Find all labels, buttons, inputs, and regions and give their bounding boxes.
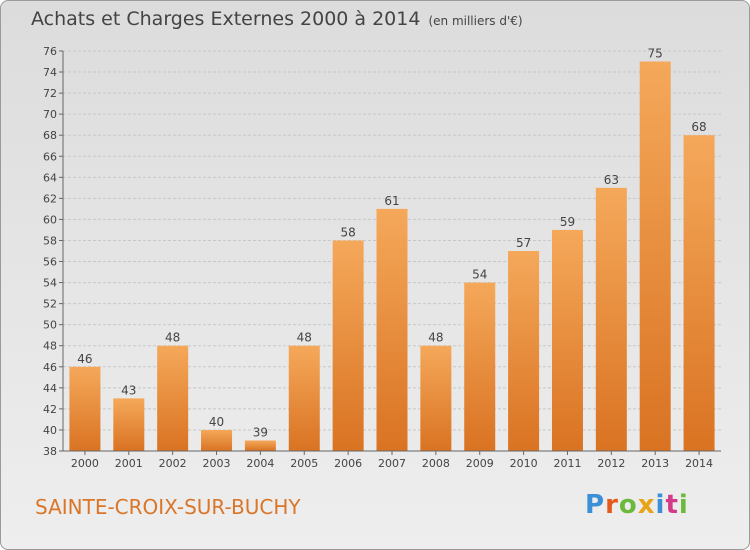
logo-letter: r xyxy=(605,490,619,520)
y-tick-label: 48 xyxy=(43,340,57,353)
bar xyxy=(551,229,583,451)
bar-value-label: 43 xyxy=(121,383,136,397)
x-tick-label: 2010 xyxy=(510,457,538,470)
logo-letter: o xyxy=(618,490,638,520)
bar xyxy=(157,345,189,451)
x-tick-label: 2009 xyxy=(466,457,494,470)
x-axis-ticks: 2000 2001 2002 2003 2004 2005 2006 2007 2008 2009… xyxy=(71,451,713,470)
y-tick-label: 66 xyxy=(43,150,57,163)
y-tick-label: 60 xyxy=(43,213,57,226)
bar-value-label: 48 xyxy=(428,331,443,345)
x-tick-label: 2001 xyxy=(115,457,143,470)
bar xyxy=(420,345,452,451)
bar xyxy=(201,429,233,451)
y-tick-label: 70 xyxy=(43,108,57,121)
bar-value-label: 61 xyxy=(384,194,399,208)
y-tick-label: 72 xyxy=(43,87,57,100)
y-tick-label: 56 xyxy=(43,256,57,269)
chart-title: Achats et Charges Externes 2000 à 2014 xyxy=(31,8,421,30)
y-axis-ticks: 38 40 42 44 46 48 50 52 54 56 58 60 62 64 66 68 70 72 74 76 xyxy=(43,45,63,458)
bar xyxy=(332,240,364,451)
bars xyxy=(69,61,715,452)
bar xyxy=(595,187,627,451)
x-tick-label: 2005 xyxy=(290,457,318,470)
y-tick-label: 64 xyxy=(43,171,57,184)
bar-value-label: 58 xyxy=(340,225,355,239)
bar-value-label: 75 xyxy=(648,47,663,61)
y-tick-label: 40 xyxy=(43,424,57,437)
x-tick-label: 2006 xyxy=(334,457,362,470)
y-tick-label: 42 xyxy=(43,403,57,416)
chart-title-line: Achats et Charges Externes 2000 à 2014 (e… xyxy=(31,8,523,30)
bar-value-label: 48 xyxy=(297,331,312,345)
x-tick-label: 2013 xyxy=(641,457,669,470)
y-tick-label: 52 xyxy=(43,298,57,311)
logo-letter: t xyxy=(665,490,679,520)
bar xyxy=(639,61,671,452)
commune-name: SAINTE-CROIX-SUR-BUCHY xyxy=(35,495,301,519)
logo-letter: i xyxy=(655,490,666,520)
x-tick-label: 2008 xyxy=(422,457,450,470)
bar xyxy=(376,208,408,451)
bar xyxy=(683,135,715,452)
bar-value-label: 68 xyxy=(691,120,706,134)
bar-value-label: 40 xyxy=(209,415,224,429)
y-tick-label: 76 xyxy=(43,45,57,58)
y-tick-label: 50 xyxy=(43,319,57,332)
x-tick-label: 2012 xyxy=(597,457,625,470)
bar-value-label: 48 xyxy=(165,331,180,345)
bar xyxy=(288,345,320,451)
bar xyxy=(244,440,276,451)
bar-value-label: 63 xyxy=(604,173,619,187)
bar-value-label: 39 xyxy=(253,425,268,439)
x-tick-label: 2000 xyxy=(71,457,99,470)
bar-value-label: 59 xyxy=(560,215,575,229)
bar-value-labels: 46 43 48 40 39 48 58 61 48 54 57 59 63 75 68 xyxy=(77,47,706,440)
bar xyxy=(69,366,101,451)
x-tick-label: 2003 xyxy=(203,457,231,470)
chart-subtitle: (en milliers d'€) xyxy=(428,14,523,28)
y-tick-label: 74 xyxy=(43,66,57,79)
y-tick-label: 68 xyxy=(43,129,57,142)
bar-value-label: 54 xyxy=(472,268,487,282)
y-tick-label: 58 xyxy=(43,234,57,247)
logo-letter: i xyxy=(678,490,689,520)
y-tick-label: 44 xyxy=(43,382,57,395)
y-tick-label: 38 xyxy=(43,445,57,458)
y-tick-label: 46 xyxy=(43,361,57,374)
x-tick-label: 2014 xyxy=(685,457,713,470)
x-tick-label: 2004 xyxy=(246,457,274,470)
bar xyxy=(113,398,145,451)
x-tick-label: 2007 xyxy=(378,457,406,470)
logo-letter: P xyxy=(585,490,606,520)
bar xyxy=(464,282,496,451)
bar-value-label: 57 xyxy=(516,236,531,250)
x-tick-label: 2011 xyxy=(553,457,581,470)
proxiti-logo: Proxiti xyxy=(585,490,689,520)
y-tick-label: 54 xyxy=(43,277,57,290)
y-tick-label: 62 xyxy=(43,192,57,205)
x-tick-label: 2002 xyxy=(159,457,187,470)
bar xyxy=(508,251,540,451)
logo-letter: x xyxy=(637,490,656,520)
bar-value-label: 46 xyxy=(77,352,92,366)
